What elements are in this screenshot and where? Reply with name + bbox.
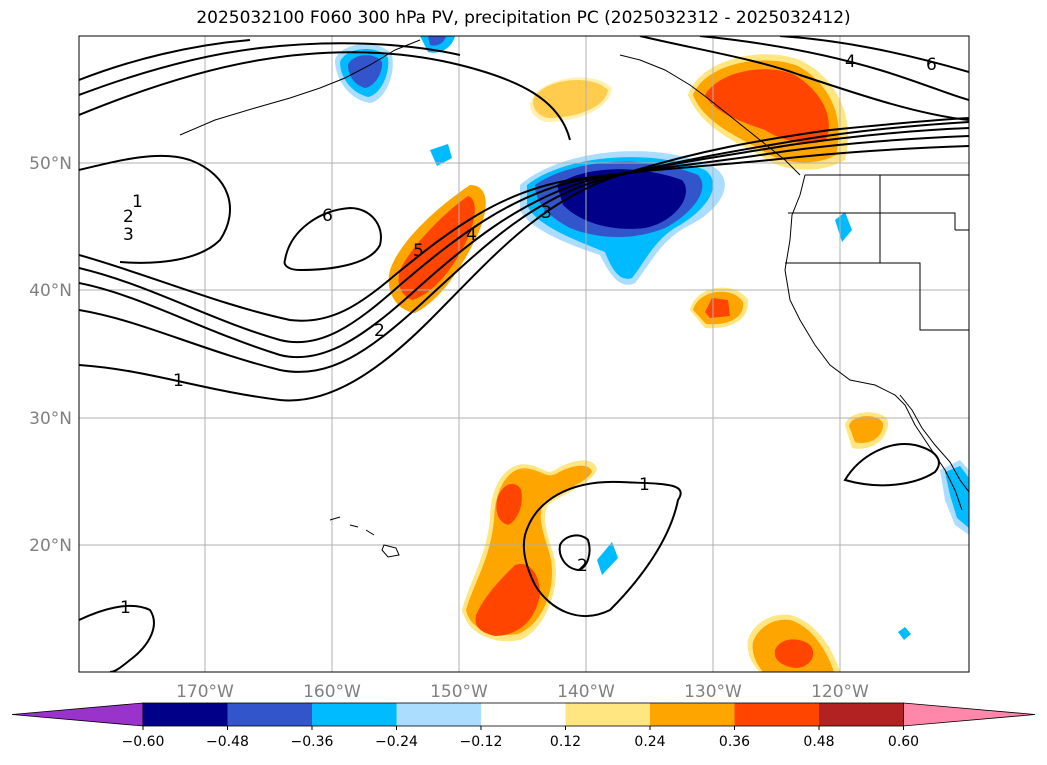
state-border-2 [788,212,956,230]
contour-sw-1 [79,604,155,672]
colorbar-tick-label: −0.24 [375,734,418,750]
lon-label: 160°W [303,682,361,702]
colorbar-tick-label: 0.12 [550,734,581,750]
contour-label: 6 [322,206,333,226]
lon-label: 170°W [176,682,234,702]
contour-ne-1 [639,36,969,121]
colorbar-tick-label: −0.48 [206,734,249,750]
contour-label: 2 [123,207,134,227]
contour-north-3 [79,39,251,81]
lon-label: 120°W [811,682,869,702]
contour-6-loop [283,206,382,272]
colorbar-segment [143,703,228,726]
contour-1-north [79,117,969,402]
contour-label: 2 [577,556,588,576]
contour-label: 1 [173,371,184,391]
state-border-3 [785,262,969,331]
contour-label: 3 [541,203,552,223]
neg-small-4 [898,627,911,640]
pos-small-ne-red [705,298,730,318]
colorbar-arrow-right [903,702,1036,727]
contour-se-1 [843,443,940,487]
colorbar-segment [819,703,904,726]
contour-labels: 1 2 3 6 5 4 2 1 3 6 4 1 2 1 [120,52,937,618]
colorbar-tick-label: 0.60 [888,734,919,750]
colorbar-arrow-left [11,702,144,727]
pos-pnw-red [705,69,829,144]
us-west-coast [784,174,963,511]
colorbar-tick-label: 0.36 [719,734,750,750]
colorbar-segment [396,703,482,726]
pos-central-red [398,196,475,300]
gridlines [79,36,969,672]
pos-south-2-red [774,639,814,668]
contour-3 [79,127,969,359]
contour-label: 1 [639,475,650,495]
map-title: 2025032100 F060 300 hPa PV, precipitatio… [196,8,851,28]
contour-label: 1 [132,192,143,212]
colorbar-frame [142,702,904,727]
alaska-peninsula [179,39,421,136]
contour-label: 4 [466,225,477,245]
lat-label: 20°N [29,536,72,556]
contour-label: 3 [123,225,134,245]
contour-north-1 [79,51,571,141]
colorbar-segment [227,703,313,726]
contour-label: 2 [374,321,385,341]
hawaii-islands [329,516,400,558]
contour-north-2 [79,42,461,96]
colorbar-segment [650,703,735,726]
contour-ne-3 [779,36,969,73]
contour-ne-2 [699,36,969,101]
contour-2 [79,121,969,373]
contour-label: 6 [926,55,937,75]
colorbar: −0.60 −0.48 −0.36 −0.24 −0.12 0.12 0.24 0.36 0.4… [11,702,1036,750]
lat-label: 50°N [29,154,72,174]
contour-label: 5 [413,241,424,261]
lat-label: 30°N [29,409,72,429]
pos-small-ca-or [849,416,884,444]
lat-label: 40°N [29,281,72,301]
colorbar-segment [481,703,566,726]
precip-shading [335,36,969,672]
colorbar-tick-label: 0.48 [803,734,834,750]
lat-labels: 50°N 40°N 30°N 20°N [29,154,72,556]
map-frame [78,35,970,673]
pos-south-red-1 [475,564,540,636]
colorbar-tick-label: −0.12 [460,734,503,750]
colorbar-tick-label: −0.60 [122,734,165,750]
contour-south-2 [558,534,591,572]
colorbar-segment [312,703,397,726]
map-area: 1 2 3 6 5 4 2 1 3 6 4 1 2 1 [79,36,969,672]
contour-4 [79,135,969,344]
pv-contours [79,36,969,672]
contour-label: 4 [845,52,856,72]
neg-blob-n-mid [428,36,446,46]
lon-label: 140°W [557,682,615,702]
colorbar-segment [734,703,820,726]
contour-5 [79,145,969,322]
neg-small-1 [430,144,452,166]
lon-label: 130°W [684,682,742,702]
colorbar-tick-label: −0.36 [291,734,334,750]
contour-south-1 [522,480,682,617]
pos-south-red-2 [496,483,522,525]
baja-coast [899,394,969,493]
contour-label: 1 [120,598,131,618]
pos-gulf-yellow [530,77,612,122]
neg-small-2 [835,212,852,242]
lon-label: 150°W [430,682,488,702]
contour-1-loop [79,154,231,264]
lon-labels: 170°W 160°W 150°W 140°W 130°W 120°W [176,682,869,702]
colorbar-tick-label: 0.24 [634,734,665,750]
colorbar-segment [565,703,651,726]
neg-small-3 [597,542,618,575]
